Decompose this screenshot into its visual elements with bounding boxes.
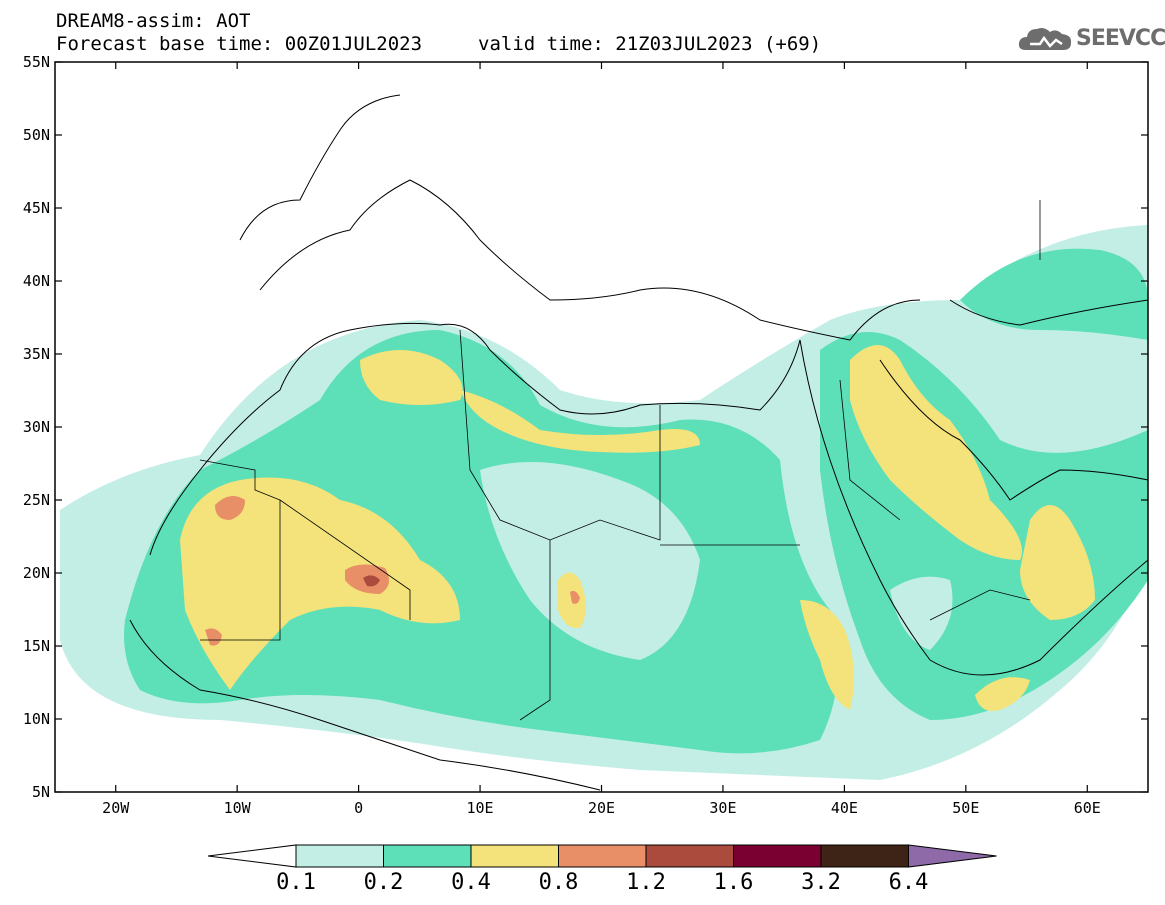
lat-tick-label: 55N xyxy=(23,53,50,71)
aot-region-0.4-west xyxy=(180,477,460,690)
aot-region-0.8-c xyxy=(205,628,222,646)
lon-tick-label: 50E xyxy=(952,799,979,817)
aot-region-0.4-oman xyxy=(1020,505,1095,620)
colorbar-label: 6.4 xyxy=(889,870,929,895)
colorbar-under-triangle xyxy=(207,844,297,868)
axis-ticks xyxy=(55,61,1148,793)
colorbar-segment xyxy=(470,844,559,868)
lat-tick-label: 45N xyxy=(23,199,50,217)
lon-tick-label: 20W xyxy=(102,799,130,817)
aot-region-1.2 xyxy=(363,575,380,587)
colorbar-segment xyxy=(820,844,909,868)
lon-tick-label: 0 xyxy=(354,799,363,817)
lat-tick-label: 5N xyxy=(32,783,50,801)
aot-field xyxy=(60,225,1148,780)
colorbar-label: 0.2 xyxy=(364,870,404,895)
colorbar-segment xyxy=(295,844,384,868)
coastlines xyxy=(129,94,1148,791)
valid-time: valid time: 21Z03JUL2023 (+69) xyxy=(478,33,822,55)
aot-region-0.4-north xyxy=(360,350,463,405)
logo-text: SEEVCCC xyxy=(1076,26,1165,51)
colorbar-label: 0.4 xyxy=(451,870,491,895)
colorbar: 0.1 0.2 0.4 0.8 1.2 1.6 3.2 6.4 xyxy=(207,844,997,895)
map-title: DREAM8-assim: AOT xyxy=(56,10,251,32)
colorbar-label: 3.2 xyxy=(801,870,841,895)
lat-tick-label: 50N xyxy=(23,126,50,144)
aot-region-0.8-d xyxy=(570,590,580,604)
colorbar-over-triangle xyxy=(908,844,997,868)
aot-region-0.8-a xyxy=(215,496,245,520)
forecast-base-time: Forecast base time: 00Z01JUL2023 xyxy=(56,33,423,55)
lat-tick-label: 10N xyxy=(23,710,50,728)
colorbar-label: 1.6 xyxy=(714,870,754,895)
lon-tick-label: 20E xyxy=(588,799,615,817)
seevccc-logo: SEEVCCC xyxy=(1018,24,1165,54)
colorbar-segment xyxy=(558,844,647,868)
lon-tick-label: 30E xyxy=(709,799,736,817)
lon-tick-label: 60E xyxy=(1074,799,1101,817)
lat-tick-label: 30N xyxy=(23,418,50,436)
colorbar-segment xyxy=(645,844,734,868)
aot-region-0.4-somalia xyxy=(975,677,1030,711)
cloud-icon xyxy=(1018,28,1072,50)
aot-region-0.4-libya xyxy=(460,390,700,453)
aot-light-gap-east xyxy=(890,576,953,650)
country-borders xyxy=(199,200,1041,721)
axis-tick-labels: 20W 10W 0 10E 20E 30E 40E 50E 60E 55N 50N 45N 40N 35N… xyxy=(23,53,1101,817)
aot-region-0.4-ethiopia xyxy=(800,600,854,710)
colorbar-label: 0.8 xyxy=(539,870,579,895)
aot-region-0.4-arabia xyxy=(850,345,1022,560)
lat-tick-label: 20N xyxy=(23,564,50,582)
lon-tick-label: 10E xyxy=(467,799,494,817)
lon-tick-label: 40E xyxy=(831,799,858,817)
lat-tick-label: 25N xyxy=(23,491,50,509)
colorbar-label: 0.1 xyxy=(276,870,316,895)
colorbar-segment xyxy=(733,844,822,868)
aot-light-gap xyxy=(480,462,700,660)
colorbar-label: 1.2 xyxy=(626,870,666,895)
aot-region-0.2-caspian xyxy=(960,248,1148,340)
lon-tick-label: 10W xyxy=(224,799,252,817)
lat-tick-label: 35N xyxy=(23,345,50,363)
lat-tick-label: 15N xyxy=(23,637,50,655)
colorbar-segment xyxy=(383,844,472,868)
lat-tick-label: 40N xyxy=(23,272,50,290)
